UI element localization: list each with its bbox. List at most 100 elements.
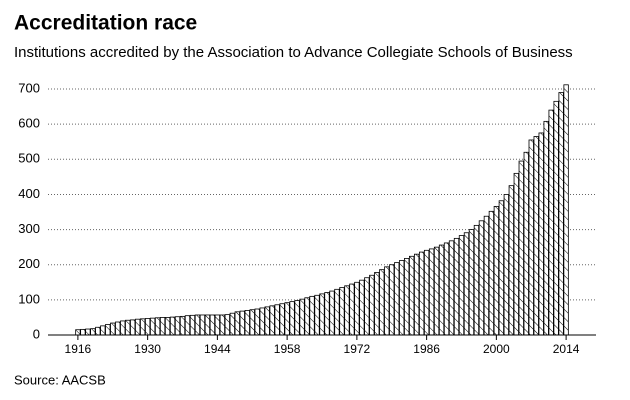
- bar: [463, 232, 470, 336]
- bar: [115, 321, 121, 336]
- bar: [428, 248, 435, 336]
- bar: [229, 312, 235, 336]
- bar: [169, 316, 176, 336]
- bar: [359, 279, 365, 336]
- bar: [344, 285, 350, 336]
- bar: [354, 281, 360, 336]
- bar: [443, 242, 450, 336]
- bar: [563, 84, 569, 336]
- bar: [458, 235, 465, 336]
- y-tick-label: 400: [18, 186, 40, 201]
- bar: [558, 92, 564, 336]
- bar: [453, 237, 460, 336]
- bar: [204, 314, 211, 336]
- bar: [90, 328, 96, 336]
- bar: [533, 136, 539, 336]
- bar: [379, 269, 385, 336]
- y-tick-label: 700: [18, 80, 40, 95]
- x-tick-label: 1944: [204, 342, 231, 356]
- bar: [164, 317, 171, 336]
- bar: [438, 244, 445, 336]
- bar: [80, 328, 86, 336]
- bar: [189, 314, 196, 336]
- chart-subtitle: Institutions accredited by the Associati…: [14, 44, 573, 61]
- y-tick-label: 600: [18, 116, 40, 131]
- bar: [498, 200, 504, 336]
- bar: [339, 287, 345, 336]
- x-tick-label: 1986: [413, 342, 440, 356]
- bar: [518, 160, 524, 336]
- bar: [184, 315, 191, 336]
- bar: [473, 224, 480, 336]
- x-tick-label: 1916: [65, 342, 92, 356]
- bar: [274, 304, 280, 336]
- bar: [374, 272, 380, 336]
- bar: [140, 318, 146, 336]
- y-tick-label: 100: [18, 291, 40, 306]
- chart-title: Accreditation race: [14, 12, 197, 35]
- bar: [329, 290, 335, 336]
- bar: [538, 132, 544, 336]
- bar: [543, 120, 549, 336]
- bar: [528, 139, 534, 336]
- bar: [478, 220, 485, 336]
- bar: [75, 329, 81, 336]
- bar: [199, 314, 206, 336]
- bar: [219, 314, 226, 336]
- bar: [364, 277, 370, 336]
- bar: [214, 314, 221, 336]
- bar: [409, 255, 415, 336]
- y-tick-label: 300: [18, 221, 40, 236]
- bar: [523, 151, 529, 336]
- bar: [334, 288, 340, 336]
- bar: [513, 172, 519, 336]
- bar: [110, 322, 116, 336]
- bar: [259, 307, 265, 336]
- bar: [304, 297, 310, 336]
- x-tick-label: 1958: [274, 342, 301, 356]
- x-tick-label: 2000: [483, 342, 510, 356]
- bar: [548, 109, 554, 336]
- bar: [349, 283, 355, 336]
- bar: [209, 314, 216, 336]
- bar: [309, 295, 315, 336]
- bar: [488, 210, 495, 336]
- y-tick-label: 500: [18, 151, 40, 166]
- bar: [448, 240, 455, 336]
- bar: [85, 328, 91, 336]
- bar: [159, 317, 166, 336]
- bar: [279, 303, 285, 336]
- bar: [120, 320, 126, 336]
- bar: [154, 317, 161, 336]
- bar: [249, 309, 255, 336]
- bar: [100, 325, 106, 336]
- bar: [394, 262, 400, 336]
- bar: [414, 253, 420, 336]
- bar: [284, 302, 290, 336]
- x-tick-label: 1972: [344, 342, 371, 356]
- bar: [508, 185, 514, 336]
- bar: [254, 308, 260, 336]
- bar: [244, 310, 250, 336]
- bar: [299, 298, 305, 336]
- bar: [553, 100, 559, 336]
- bar: [289, 301, 295, 336]
- bar: [149, 317, 156, 336]
- bar: [130, 319, 136, 336]
- bar: [239, 310, 245, 336]
- y-tick-label: 0: [33, 326, 40, 341]
- bar: [95, 326, 101, 336]
- bar: [144, 318, 151, 336]
- bar: [125, 319, 131, 336]
- bar: [418, 251, 425, 336]
- bar: [483, 215, 490, 336]
- bar: [423, 249, 430, 336]
- bar: [493, 205, 500, 336]
- bar: [399, 260, 405, 336]
- x-tick-label: 1930: [134, 342, 161, 356]
- bar: [269, 305, 275, 336]
- bar: [314, 294, 320, 336]
- x-tick-label: 2014: [553, 342, 580, 356]
- y-tick-label: 200: [18, 256, 40, 271]
